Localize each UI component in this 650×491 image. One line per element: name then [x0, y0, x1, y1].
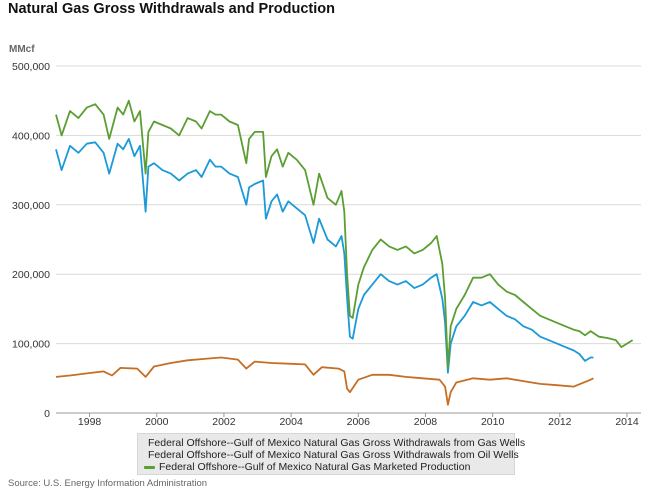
grid-lines — [56, 65, 641, 414]
series-line-oil-wells — [55, 356, 594, 406]
x-tick-label: 2012 — [548, 416, 572, 428]
source-note: Source: U.S. Energy Information Administ… — [8, 478, 208, 489]
series-lines — [55, 99, 634, 406]
x-axis-ticks: 1998 2000 2002 2004 2006 2008 2010 2012 2014 — [78, 413, 639, 428]
x-tick-label: 2006 — [347, 416, 371, 428]
y-axis-ticks: 0 100,000 200,000 300,000 400,000 500,000 — [12, 61, 50, 420]
y-tick-label: 400,000 — [12, 130, 50, 142]
chart-legend: Federal Offshore--Gulf of Mexico Natural… — [137, 433, 525, 475]
x-tick-label: 1998 — [78, 416, 102, 428]
x-tick-label: 2010 — [481, 416, 505, 428]
series-line-marketed — [55, 99, 634, 369]
x-tick-label: 2004 — [279, 416, 303, 428]
x-tick-label: 2002 — [212, 416, 236, 428]
legend-item-marketed[interactable]: Federal Offshore--Gulf of Mexico Natural… — [144, 461, 508, 473]
y-tick-label: 500,000 — [12, 61, 50, 73]
x-tick-label: 2014 — [615, 416, 639, 428]
y-axis-unit-label: MMcf — [9, 44, 35, 55]
y-tick-label: 300,000 — [12, 200, 50, 212]
y-tick-label: 100,000 — [12, 339, 50, 351]
legend-item-gas-wells[interactable]: Federal Offshore--Gulf of Mexico Natural… — [144, 437, 525, 449]
y-tick-label: 200,000 — [12, 269, 50, 281]
series-line-gas-wells — [55, 138, 594, 374]
y-tick-label: 0 — [44, 408, 50, 420]
legend-label-marketed: Federal Offshore--Gulf of Mexico Natural… — [159, 461, 471, 473]
chart-plot-area: 0 100,000 200,000 300,000 400,000 500,000 199… — [12, 61, 641, 428]
legend-item-oil-wells[interactable]: Federal Offshore--Gulf of Mexico Natural… — [144, 449, 519, 461]
legend-swatch-marketed — [144, 465, 155, 469]
x-tick-label: 2000 — [145, 416, 169, 428]
legend-label-gas-wells: Federal Offshore--Gulf of Mexico Natural… — [148, 437, 526, 449]
x-tick-label: 2008 — [414, 416, 438, 428]
chart-title: Natural Gas Gross Withdrawals and Produc… — [8, 1, 335, 17]
legend-label-oil-wells: Federal Offshore--Gulf of Mexico Natural… — [148, 449, 519, 461]
